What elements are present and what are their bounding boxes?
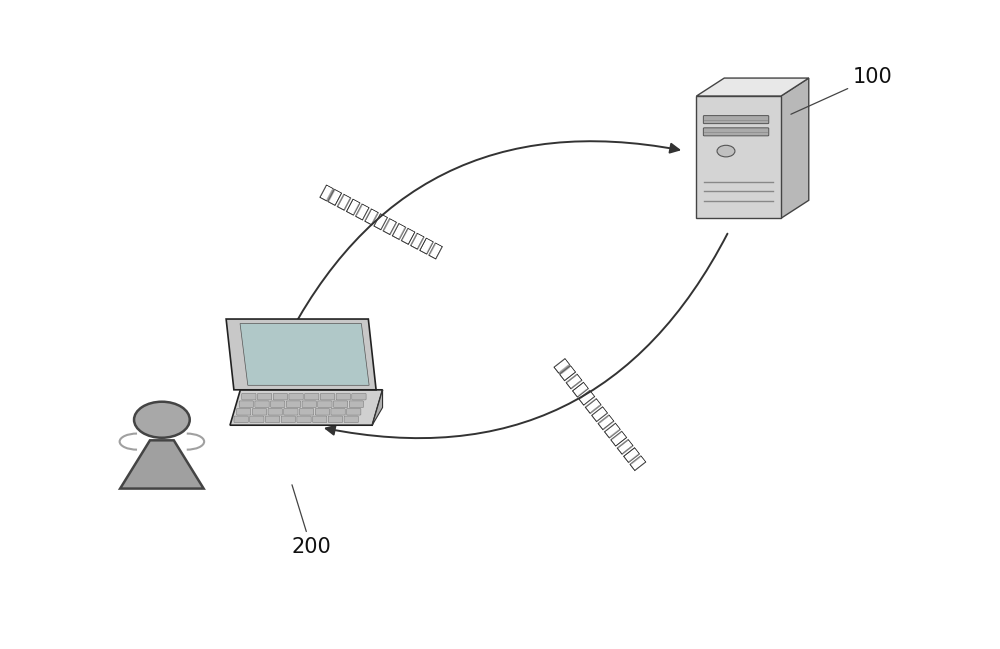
Circle shape [717,145,735,157]
FancyBboxPatch shape [273,393,287,400]
FancyBboxPatch shape [242,393,256,400]
Text: 数据分析请求及技术确认结果: 数据分析请求及技术确认结果 [317,182,444,261]
Polygon shape [120,440,204,489]
FancyBboxPatch shape [299,408,314,415]
FancyBboxPatch shape [284,408,298,415]
Text: 200: 200 [291,485,331,557]
FancyBboxPatch shape [250,416,264,422]
FancyBboxPatch shape [331,408,345,415]
Text: 数据分析结果及数据存储策略: 数据分析结果及数据存储策略 [551,356,648,473]
Polygon shape [781,78,809,218]
FancyBboxPatch shape [334,401,348,408]
FancyBboxPatch shape [281,416,295,422]
FancyBboxPatch shape [313,416,327,422]
FancyBboxPatch shape [318,401,332,408]
FancyBboxPatch shape [347,408,361,415]
FancyBboxPatch shape [297,416,311,422]
FancyBboxPatch shape [255,401,269,408]
FancyBboxPatch shape [315,408,329,415]
FancyBboxPatch shape [703,128,769,136]
FancyBboxPatch shape [252,408,267,415]
FancyBboxPatch shape [265,416,280,422]
FancyBboxPatch shape [703,116,769,123]
Text: 100: 100 [791,67,893,114]
FancyBboxPatch shape [237,408,251,415]
FancyBboxPatch shape [286,401,301,408]
FancyBboxPatch shape [257,393,272,400]
Polygon shape [240,324,369,386]
FancyBboxPatch shape [271,401,285,408]
FancyBboxPatch shape [344,416,358,422]
FancyBboxPatch shape [268,408,282,415]
FancyBboxPatch shape [305,393,319,400]
FancyBboxPatch shape [239,401,253,408]
Polygon shape [372,390,383,425]
FancyBboxPatch shape [336,393,350,400]
Polygon shape [226,319,376,390]
Polygon shape [230,390,383,425]
FancyBboxPatch shape [352,393,366,400]
Circle shape [134,402,190,437]
Polygon shape [696,78,809,96]
Bar [696,96,781,218]
FancyBboxPatch shape [328,416,343,422]
FancyArrowPatch shape [282,141,679,348]
FancyArrowPatch shape [326,234,727,438]
FancyBboxPatch shape [302,401,316,408]
FancyBboxPatch shape [320,393,335,400]
FancyBboxPatch shape [234,416,248,422]
FancyBboxPatch shape [289,393,303,400]
FancyBboxPatch shape [349,401,364,408]
